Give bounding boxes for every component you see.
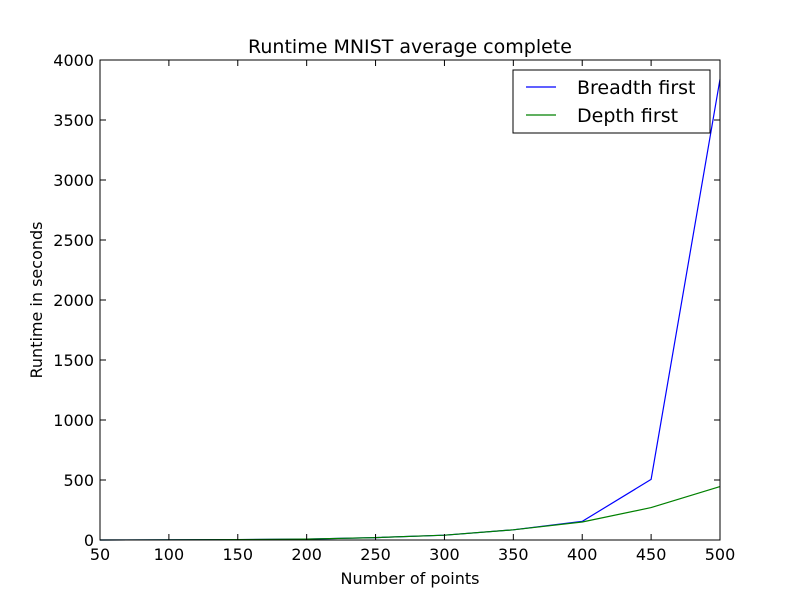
x-tick-label: 200 (291, 545, 322, 564)
y-tick-label: 2500 (53, 231, 94, 250)
y-tick-label: 1500 (53, 351, 94, 370)
y-axis-label: Runtime in seconds (27, 222, 46, 379)
y-tick-label: 2000 (53, 291, 94, 310)
x-tick-label: 150 (223, 545, 254, 564)
x-tick-label: 50 (90, 545, 110, 564)
x-tick-label: 300 (429, 545, 460, 564)
x-tick-label: 500 (705, 545, 736, 564)
plot-background (100, 60, 720, 540)
x-tick-label: 350 (498, 545, 529, 564)
x-axis-label: Number of points (340, 569, 479, 588)
legend-box (512, 69, 711, 134)
axis-ticks: 50 100 150 200 250 300 350 400 450 500 0 500 1000 150… (53, 51, 735, 564)
x-tick-label: 400 (567, 545, 598, 564)
chart-title: Runtime MNIST average complete (248, 36, 572, 58)
y-tick-label: 1000 (53, 411, 94, 430)
y-tick-label: 3500 (53, 111, 94, 130)
y-tick-label: 500 (63, 471, 94, 490)
plot-area (100, 60, 720, 540)
x-tick-label: 100 (154, 545, 185, 564)
legend-label-breadth-first: Breadth first (577, 77, 695, 99)
legend-label-depth-first: Depth first (577, 105, 678, 127)
y-tick-label: 4000 (53, 51, 94, 70)
legend: Breadth first Depth first (512, 69, 711, 134)
x-tick-label: 450 (636, 545, 667, 564)
x-tick-label: 250 (360, 545, 391, 564)
y-tick-label: 3000 (53, 171, 94, 190)
y-tick-label: 0 (84, 531, 94, 550)
